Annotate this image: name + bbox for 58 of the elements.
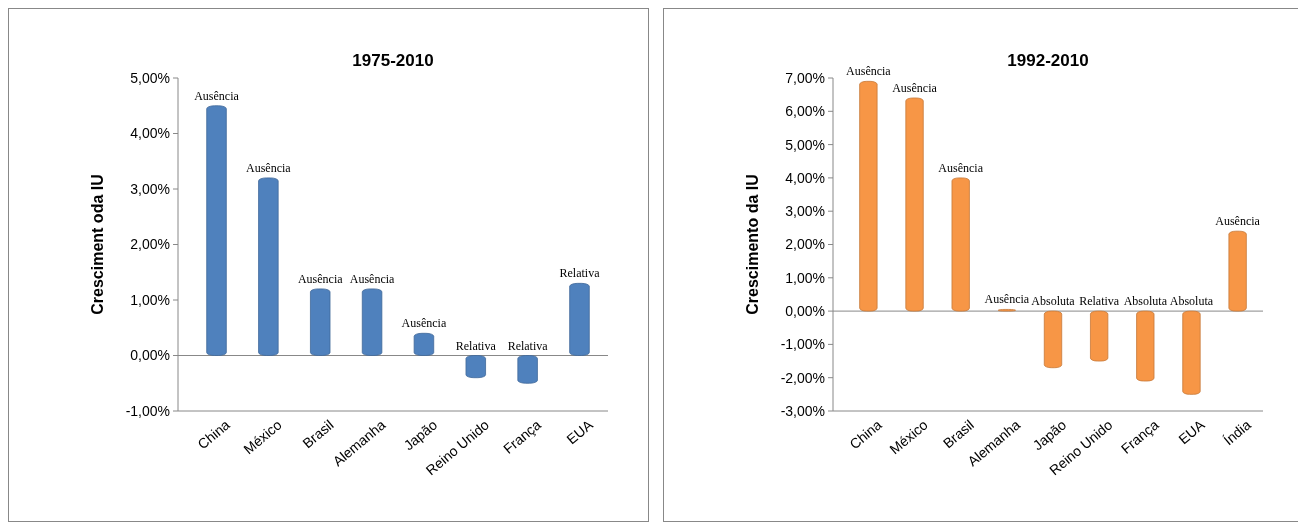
data-label: Ausência [246, 160, 292, 175]
bar [258, 177, 279, 356]
data-label: Absoluta [1169, 294, 1214, 309]
y-tick-label: 1,00% [785, 269, 825, 286]
y-tick-label: 4,00% [130, 125, 170, 142]
data-label: Ausência [297, 271, 344, 286]
chart-title: 1992-2010 [1007, 51, 1089, 70]
data-label: Relativa [1079, 294, 1120, 309]
x-tick-label: EUA [563, 416, 597, 448]
bar [206, 105, 227, 356]
data-label: Relativa [455, 338, 497, 353]
data-label: Ausência [938, 160, 984, 175]
data-label: Ausência [984, 292, 1030, 307]
bar [361, 288, 383, 356]
bar [1043, 310, 1063, 369]
data-label: Ausência [892, 80, 938, 95]
data-label: Ausência [846, 64, 892, 79]
y-tick-label: 0,00% [785, 303, 825, 319]
data-label: Ausência [194, 88, 240, 103]
bar [1090, 310, 1109, 362]
bar [1136, 310, 1155, 382]
y-tick-label: -3,00% [780, 402, 825, 419]
data-label: Absoluta [1123, 294, 1168, 309]
data-label: Ausência [1215, 214, 1261, 229]
data-label: Ausência [349, 271, 396, 286]
bar [859, 80, 878, 312]
y-axis-title: Cresciment oda IU [89, 174, 106, 315]
bar [517, 355, 538, 384]
y-tick-label: -2,00% [780, 369, 825, 386]
y-tick-label: 6,00% [785, 103, 825, 120]
data-label: Relativa [559, 266, 601, 281]
chart-title: 1975-2010 [352, 51, 434, 70]
y-tick-label: 0,00% [130, 347, 170, 364]
y-tick-label: 3,00% [785, 203, 825, 220]
y-tick-label: 7,00% [785, 69, 825, 86]
y-tick-label: -1,00% [780, 336, 825, 353]
bar [310, 288, 331, 356]
bar [465, 355, 486, 379]
data-label: Ausência [401, 316, 447, 331]
y-tick-label: 1,00% [130, 291, 170, 308]
data-label: Relativa [507, 338, 549, 353]
bar [951, 177, 970, 312]
bar [413, 332, 435, 356]
bar [1228, 230, 1247, 312]
data-label: Absoluta [1031, 294, 1076, 309]
y-tick-label: 4,00% [785, 169, 825, 186]
y-tick-label: 2,00% [130, 236, 170, 253]
x-tick-label: EUA [1175, 416, 1209, 448]
bar [569, 282, 590, 356]
x-tick-label: Índia [1220, 416, 1255, 449]
y-tick-label: 5,00% [785, 136, 825, 153]
bar [905, 97, 924, 312]
bar [1182, 310, 1201, 395]
y-tick-label: -1,00% [125, 402, 170, 419]
y-tick-label: 5,00% [130, 69, 170, 86]
y-tick-label: 3,00% [130, 180, 170, 197]
y-tick-label: 2,00% [785, 236, 825, 253]
y-axis-title: Crescimento da IU [744, 174, 761, 315]
